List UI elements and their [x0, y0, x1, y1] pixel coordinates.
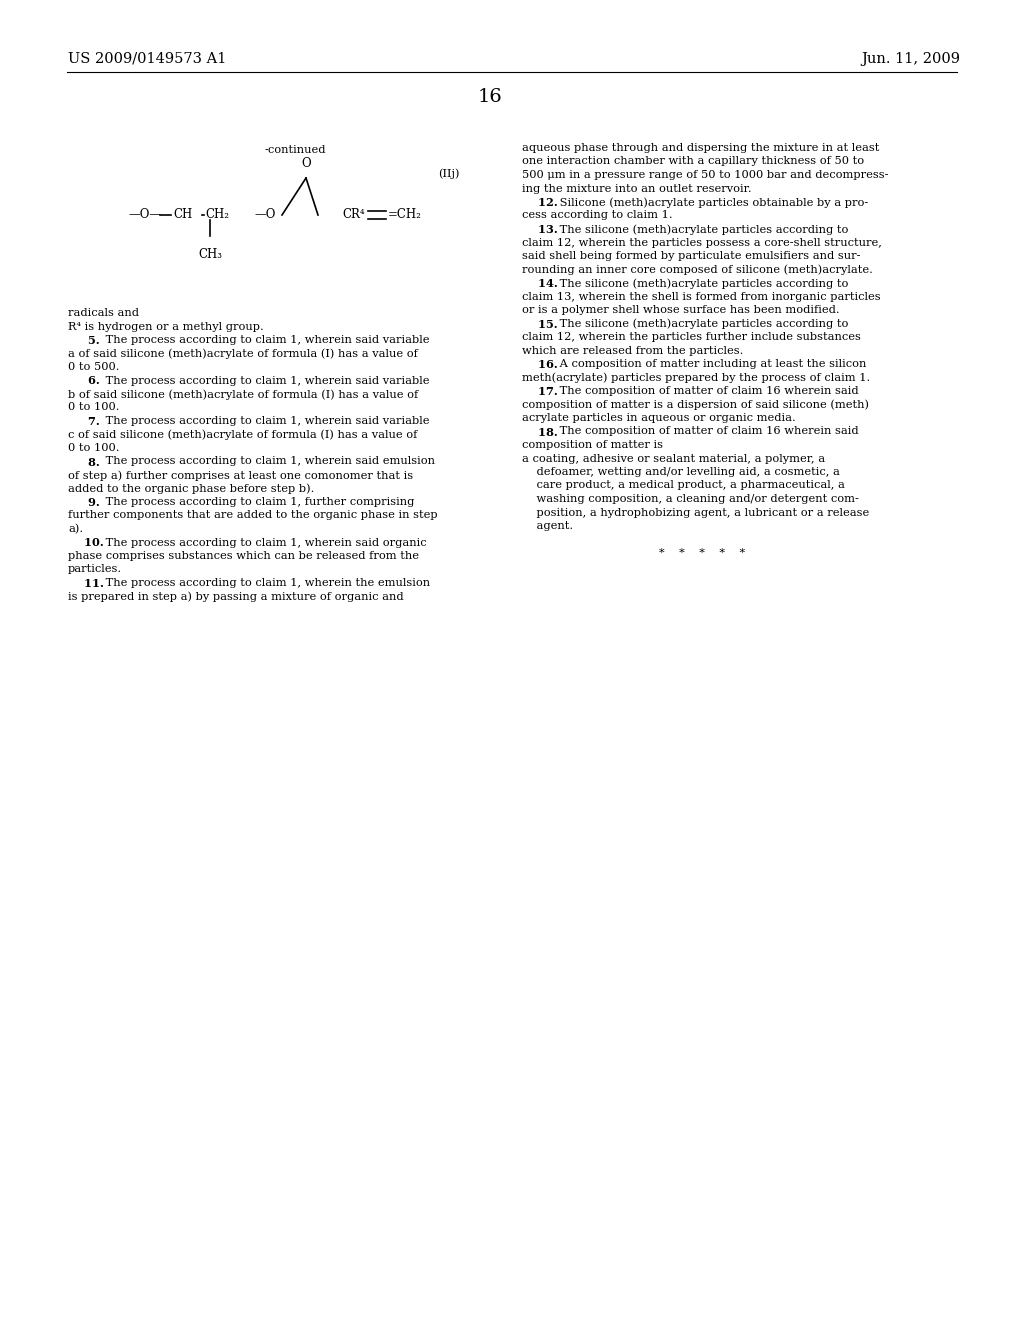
Text: -continued: -continued: [264, 145, 326, 154]
Text: The process according to claim 1, wherein said emulsion: The process according to claim 1, wherei…: [102, 457, 435, 466]
Text: agent.: agent.: [522, 521, 573, 531]
Text: one interaction chamber with a capillary thickness of 50 to: one interaction chamber with a capillary…: [522, 157, 864, 166]
Text: The composition of matter of claim 16 wherein said: The composition of matter of claim 16 wh…: [556, 426, 859, 437]
Text: =CH₂: =CH₂: [388, 209, 422, 222]
Text: 10.: 10.: [68, 537, 103, 549]
Text: The silicone (meth)acrylate particles according to: The silicone (meth)acrylate particles ac…: [556, 318, 849, 329]
Text: ing the mixture into an outlet reservoir.: ing the mixture into an outlet reservoir…: [522, 183, 752, 194]
Text: CH₃: CH₃: [198, 248, 222, 261]
Text: is prepared in step a) by passing a mixture of organic and: is prepared in step a) by passing a mixt…: [68, 591, 403, 602]
Text: said shell being formed by particulate emulsifiers and sur-: said shell being formed by particulate e…: [522, 251, 860, 261]
Text: The silicone (meth)acrylate particles according to: The silicone (meth)acrylate particles ac…: [556, 279, 849, 289]
Text: 0 to 100.: 0 to 100.: [68, 403, 120, 412]
Text: composition of matter is a dispersion of said silicone (meth): composition of matter is a dispersion of…: [522, 400, 869, 411]
Text: —O: —O: [254, 209, 275, 222]
Text: a of said silicone (meth)acrylate of formula (I) has a value of: a of said silicone (meth)acrylate of for…: [68, 348, 418, 359]
Text: 5.: 5.: [68, 335, 99, 346]
Text: claim 12, wherein the particles possess a core-shell structure,: claim 12, wherein the particles possess …: [522, 238, 882, 248]
Text: 15.: 15.: [522, 318, 558, 330]
Text: US 2009/0149573 A1: US 2009/0149573 A1: [68, 51, 226, 66]
Text: 0 to 100.: 0 to 100.: [68, 444, 120, 453]
Text: acrylate particles in aqueous or organic media.: acrylate particles in aqueous or organic…: [522, 413, 796, 422]
Text: A composition of matter including at least the silicon: A composition of matter including at lea…: [556, 359, 866, 370]
Text: O: O: [301, 157, 311, 170]
Text: R⁴ is hydrogen or a methyl group.: R⁴ is hydrogen or a methyl group.: [68, 322, 264, 331]
Text: 17.: 17.: [522, 385, 558, 397]
Text: 18.: 18.: [522, 426, 558, 437]
Text: care product, a medical product, a pharmaceutical, a: care product, a medical product, a pharm…: [522, 480, 845, 491]
Text: 9.: 9.: [68, 498, 99, 508]
Text: The process according to claim 1, wherein said variable: The process according to claim 1, wherei…: [102, 335, 430, 345]
Text: added to the organic phase before step b).: added to the organic phase before step b…: [68, 483, 314, 494]
Text: The process according to claim 1, wherein said variable: The process according to claim 1, wherei…: [102, 375, 430, 385]
Text: aqueous phase through and dispersing the mixture in at least: aqueous phase through and dispersing the…: [522, 143, 880, 153]
Text: defoamer, wetting and/or levelling aid, a cosmetic, a: defoamer, wetting and/or levelling aid, …: [522, 467, 840, 477]
Text: The silicone (meth)acrylate particles according to: The silicone (meth)acrylate particles ac…: [556, 224, 849, 235]
Text: a).: a).: [68, 524, 83, 535]
Text: 500 μm in a pressure range of 50 to 1000 bar and decompress-: 500 μm in a pressure range of 50 to 1000…: [522, 170, 889, 180]
Text: Silicone (meth)acrylate particles obtainable by a pro-: Silicone (meth)acrylate particles obtain…: [556, 197, 868, 207]
Text: 7.: 7.: [68, 416, 99, 426]
Text: 14.: 14.: [522, 279, 558, 289]
Text: The composition of matter of claim 16 wherein said: The composition of matter of claim 16 wh…: [556, 385, 859, 396]
Text: 13.: 13.: [522, 224, 558, 235]
Text: 12.: 12.: [522, 197, 558, 209]
Text: or is a polymer shell whose surface has been modified.: or is a polymer shell whose surface has …: [522, 305, 840, 315]
Text: meth(acrylate) particles prepared by the process of claim 1.: meth(acrylate) particles prepared by the…: [522, 372, 870, 383]
Text: further components that are added to the organic phase in step: further components that are added to the…: [68, 511, 437, 520]
Text: rounding an inner core composed of silicone (meth)acrylate.: rounding an inner core composed of silic…: [522, 264, 872, 275]
Text: The process according to claim 1, further comprising: The process according to claim 1, furthe…: [102, 498, 415, 507]
Text: of step a) further comprises at least one comonomer that is: of step a) further comprises at least on…: [68, 470, 413, 480]
Text: particles.: particles.: [68, 565, 122, 574]
Text: c of said silicone (meth)acrylate of formula (I) has a value of: c of said silicone (meth)acrylate of for…: [68, 429, 418, 440]
Text: claim 13, wherein the shell is formed from inorganic particles: claim 13, wherein the shell is formed fr…: [522, 292, 881, 301]
Text: phase comprises substances which can be released from the: phase comprises substances which can be …: [68, 550, 419, 561]
Text: washing composition, a cleaning and/or detergent com-: washing composition, a cleaning and/or d…: [522, 494, 859, 504]
Text: which are released from the particles.: which are released from the particles.: [522, 346, 743, 355]
Text: claim 12, wherein the particles further include substances: claim 12, wherein the particles further …: [522, 333, 861, 342]
Text: CH: CH: [173, 209, 193, 222]
Text: 8.: 8.: [68, 457, 99, 467]
Text: —O—: —O—: [128, 209, 161, 222]
Text: 16.: 16.: [522, 359, 558, 370]
Text: (IIj): (IIj): [438, 168, 460, 178]
Text: 6.: 6.: [68, 375, 99, 387]
Text: b of said silicone (meth)acrylate of formula (I) has a value of: b of said silicone (meth)acrylate of for…: [68, 389, 418, 400]
Text: 0 to 500.: 0 to 500.: [68, 362, 120, 372]
Text: *    *    *    *    *: * * * * *: [658, 548, 745, 558]
Text: radicals and: radicals and: [68, 308, 139, 318]
Text: The process according to claim 1, wherein said variable: The process according to claim 1, wherei…: [102, 416, 430, 426]
Text: cess according to claim 1.: cess according to claim 1.: [522, 210, 673, 220]
Text: Jun. 11, 2009: Jun. 11, 2009: [861, 51, 961, 66]
Text: The process according to claim 1, wherein said organic: The process according to claim 1, wherei…: [102, 537, 427, 548]
Text: CH₂: CH₂: [205, 209, 229, 222]
Text: CR⁴: CR⁴: [342, 209, 365, 222]
Text: a coating, adhesive or sealant material, a polymer, a: a coating, adhesive or sealant material,…: [522, 454, 825, 463]
Text: 11.: 11.: [68, 578, 103, 589]
Text: position, a hydrophobizing agent, a lubricant or a release: position, a hydrophobizing agent, a lubr…: [522, 507, 869, 517]
Text: composition of matter is: composition of matter is: [522, 440, 663, 450]
Text: The process according to claim 1, wherein the emulsion: The process according to claim 1, wherei…: [102, 578, 430, 587]
Text: 16: 16: [477, 88, 503, 106]
